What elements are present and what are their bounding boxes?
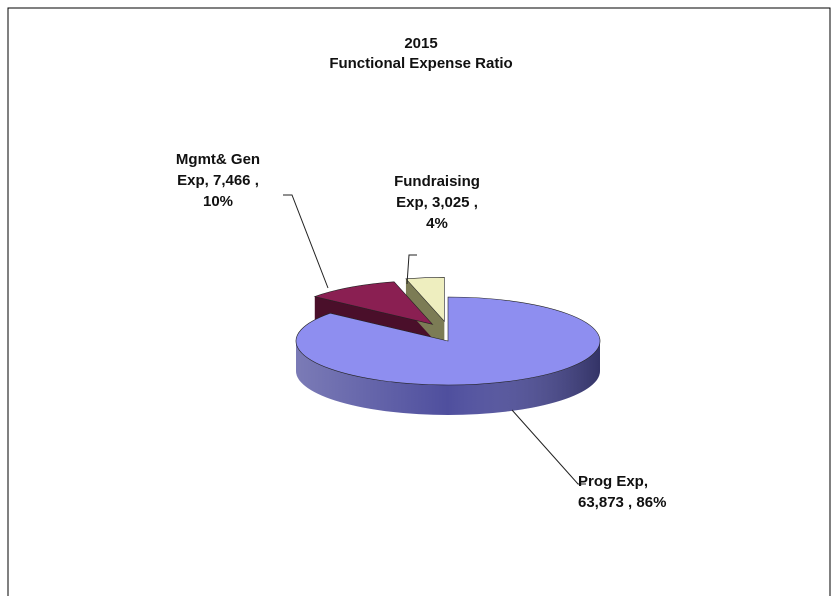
leader-line xyxy=(406,254,417,285)
slice xyxy=(405,277,445,323)
chart-frame xyxy=(7,7,831,596)
slice-side-shade xyxy=(296,341,600,415)
data-label: Exp, 3,025 , xyxy=(396,194,478,211)
leader-line xyxy=(283,194,329,289)
chart-subtitle: Functional Expense Ratio xyxy=(329,55,512,72)
data-label: Prog Exp, xyxy=(578,473,648,490)
data-label: 63,873 , 86% xyxy=(578,494,666,511)
slice xyxy=(295,296,601,386)
chart-title: 2015 xyxy=(404,35,437,52)
slice-wall xyxy=(405,278,445,352)
leader-line xyxy=(511,409,586,485)
data-label: Exp, 7,466 , xyxy=(177,172,259,189)
data-label: Fundraising xyxy=(394,173,480,190)
data-label: Mgmt& Gen xyxy=(176,151,260,168)
data-label: 10% xyxy=(203,193,233,210)
data-label: 4% xyxy=(426,215,448,232)
slice xyxy=(313,281,434,325)
